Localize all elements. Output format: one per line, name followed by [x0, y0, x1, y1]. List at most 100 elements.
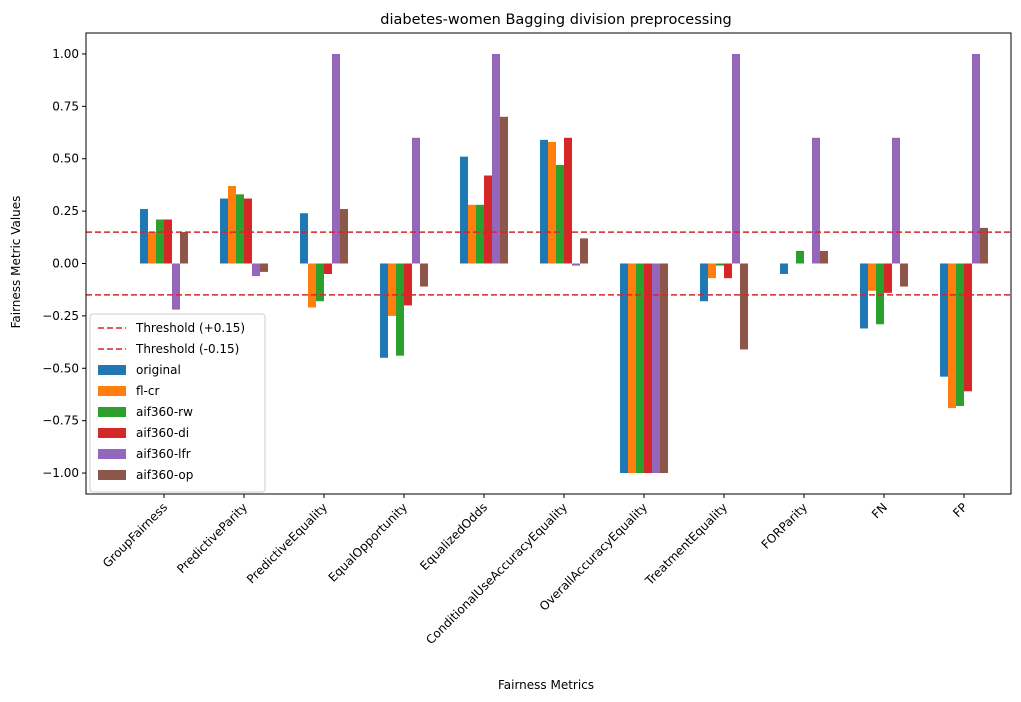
- legend-entry-label: aif360-rw: [136, 405, 193, 419]
- bar-aif360-op-TreatmentEquality: [740, 263, 748, 350]
- bar-aif360-op-PredictiveEquality: [340, 209, 348, 264]
- bar-aif360-op-OverallAccuracyEquality: [660, 263, 668, 474]
- y-tick-label: 0.25: [52, 204, 79, 218]
- legend-entry-label: Threshold (+0.15): [135, 321, 245, 335]
- bar-aif360-rw-GroupFairness: [156, 219, 164, 264]
- y-tick-label: −0.75: [42, 414, 79, 428]
- y-tick-label: −0.25: [42, 309, 79, 323]
- bar-fl-cr-TreatmentEquality: [708, 263, 716, 279]
- legend-swatch-original: [98, 365, 126, 375]
- bar-aif360-op-ConditionalUseAccuracyEquality: [580, 238, 588, 264]
- bar-fl-cr-GroupFairness: [148, 232, 156, 264]
- bar-aif360-di-ConditionalUseAccuracyEquality: [564, 137, 572, 264]
- bar-original-EqualOpportunity: [380, 263, 388, 358]
- bar-aif360-di-TreatmentEquality: [724, 263, 732, 279]
- legend-swatch-aif360-op: [98, 470, 126, 480]
- bar-aif360-di-EqualizedOdds: [484, 175, 492, 264]
- x-tick-label: TreatmentEquality: [642, 500, 730, 588]
- bar-original-OverallAccuracyEquality: [620, 263, 628, 474]
- bar-aif360-op-GroupFairness: [180, 232, 188, 264]
- bar-aif360-lfr-FORParity: [812, 137, 820, 264]
- legend-box: [89, 313, 266, 493]
- bar-aif360-lfr-ConditionalUseAccuracyEquality: [572, 263, 580, 266]
- bar-aif360-di-OverallAccuracyEquality: [644, 263, 652, 474]
- bar-aif360-lfr-EqualizedOdds: [492, 53, 500, 264]
- bar-aif360-op-FORParity: [820, 250, 828, 264]
- bar-aif360-op-EqualOpportunity: [420, 263, 428, 287]
- x-tick-label: EqualOpportunity: [326, 500, 411, 585]
- bar-aif360-lfr-OverallAccuracyEquality: [652, 263, 660, 474]
- y-tick-label: 0.75: [52, 99, 79, 113]
- x-tick-label: EqualizedOdds: [417, 500, 490, 573]
- bar-original-FP: [940, 263, 948, 377]
- legend-swatch-fl-cr: [98, 386, 126, 396]
- x-tick-label: PredictiveEquality: [244, 500, 330, 586]
- bar-aif360-op-FP: [980, 227, 988, 264]
- chart-title: diabetes-women Bagging division preproce…: [380, 12, 732, 28]
- bar-fl-cr-FN: [868, 263, 876, 291]
- x-tick-label: FORParity: [759, 500, 810, 551]
- legend-swatch-aif360-di: [98, 428, 126, 438]
- x-tick-label: FP: [950, 500, 970, 520]
- bar-fl-cr-EqualizedOdds: [468, 204, 476, 264]
- bar-fl-cr-FP: [948, 263, 956, 409]
- bar-aif360-rw-ConditionalUseAccuracyEquality: [556, 165, 564, 264]
- legend-entry-label: aif360-lfr: [136, 447, 191, 461]
- legend-entry-label: aif360-op: [136, 468, 193, 482]
- bar-aif360-rw-FP: [956, 263, 964, 406]
- legend-swatch-aif360-rw: [98, 407, 126, 417]
- bar-fl-cr-ConditionalUseAccuracyEquality: [548, 141, 556, 264]
- bar-fl-cr-EqualOpportunity: [388, 263, 396, 316]
- bar-aif360-rw-EqualizedOdds: [476, 204, 484, 264]
- legend-entry-label: Threshold (-0.15): [135, 342, 239, 356]
- bar-aif360-op-EqualizedOdds: [500, 116, 508, 264]
- bar-aif360-lfr-PredictiveEquality: [332, 53, 340, 264]
- bar-aif360-di-GroupFairness: [164, 219, 172, 264]
- bar-fl-cr-PredictiveEquality: [308, 263, 316, 308]
- x-axis-label: Fairness Metrics: [498, 678, 594, 692]
- bar-aif360-di-PredictiveEquality: [324, 263, 332, 274]
- x-tick-label: PredictiveParity: [174, 500, 250, 576]
- bar-aif360-rw-PredictiveParity: [236, 194, 244, 264]
- bar-aif360-rw-PredictiveEquality: [316, 263, 324, 302]
- bar-original-PredictiveEquality: [300, 213, 308, 264]
- bar-aif360-op-FN: [900, 263, 908, 287]
- y-axis-label: Fairness Metric Values: [9, 196, 23, 329]
- bar-aif360-op-PredictiveParity: [260, 263, 268, 272]
- bar-aif360-di-EqualOpportunity: [404, 263, 412, 306]
- bar-aif360-lfr-TreatmentEquality: [732, 53, 740, 264]
- bar-aif360-rw-TreatmentEquality: [716, 263, 724, 266]
- bar-aif360-di-FN: [884, 263, 892, 293]
- bar-original-PredictiveParity: [220, 198, 228, 264]
- bar-aif360-lfr-PredictiveParity: [252, 263, 260, 277]
- legend-entry-label: fl-cr: [136, 384, 159, 398]
- bar-aif360-lfr-FP: [972, 53, 980, 264]
- bar-original-TreatmentEquality: [700, 263, 708, 302]
- y-tick-label: −0.50: [42, 361, 79, 375]
- legend-entry-label: aif360-di: [136, 426, 189, 440]
- bar-aif360-rw-FORParity: [796, 250, 804, 264]
- bar-aif360-rw-EqualOpportunity: [396, 263, 404, 356]
- bar-aif360-di-FP: [964, 263, 972, 392]
- y-tick-label: 0.00: [52, 257, 79, 271]
- y-tick-label: −1.00: [42, 466, 79, 480]
- bar-original-FN: [860, 263, 868, 329]
- bar-original-ConditionalUseAccuracyEquality: [540, 139, 548, 264]
- bar-aif360-lfr-FN: [892, 137, 900, 264]
- y-tick-label: 0.50: [52, 152, 79, 166]
- legend-entry-label: original: [136, 363, 181, 377]
- x-tick-label: FN: [869, 500, 890, 521]
- legend: Threshold (+0.15) Threshold (-0.15) origin…: [89, 313, 266, 493]
- y-tick-label: 1.00: [52, 47, 79, 61]
- x-tick-label: ConditionalUseAccuracyEquality: [423, 500, 570, 647]
- bar-fl-cr-OverallAccuracyEquality: [628, 263, 636, 474]
- bar-original-EqualizedOdds: [460, 156, 468, 264]
- bar-aif360-rw-OverallAccuracyEquality: [636, 263, 644, 474]
- legend-swatch-aif360-lfr: [98, 449, 126, 459]
- bar-aif360-lfr-GroupFairness: [172, 263, 180, 310]
- x-tick-label: GroupFairness: [100, 500, 170, 570]
- bar-aif360-di-PredictiveParity: [244, 198, 252, 264]
- bar-fl-cr-PredictiveParity: [228, 185, 236, 264]
- bar-original-GroupFairness: [140, 209, 148, 264]
